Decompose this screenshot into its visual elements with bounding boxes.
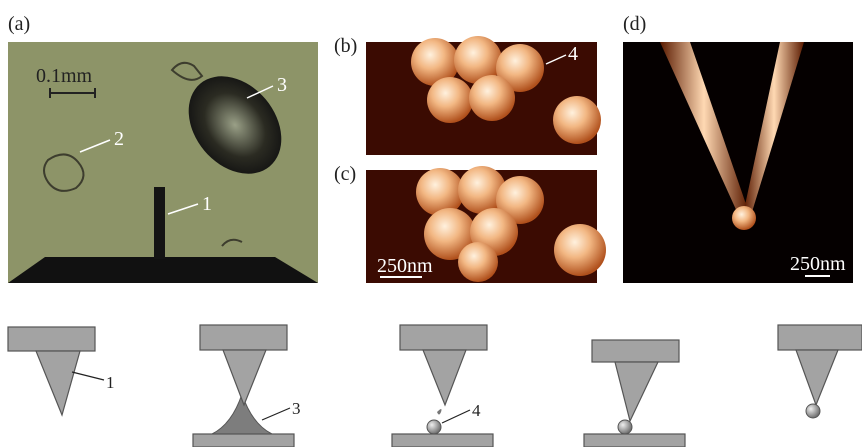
annotation: 1 (202, 193, 212, 215)
scale-bar-label: 0.1mm (36, 65, 93, 87)
panel-label: (b) (334, 35, 357, 57)
schematic (8, 325, 862, 447)
annotation: 3 (277, 74, 287, 96)
annotation: 4 (472, 401, 481, 420)
afm-image (366, 36, 601, 155)
sem-image (623, 42, 853, 283)
panel-label: (a) (8, 13, 30, 35)
scale-bar-label: 250nm (377, 255, 433, 277)
annotation: 2 (114, 128, 124, 150)
annotation: 1 (106, 373, 115, 392)
figure: (a) 0.1mm 1 2 3 (b) 4 (c) 250nm (0, 0, 862, 447)
panel-label: (d) (623, 13, 646, 35)
panel-label: (c) (334, 163, 356, 185)
annotation: 3 (292, 399, 301, 418)
annotation: 4 (568, 43, 578, 65)
scale-bar-label: 250nm (790, 253, 846, 275)
